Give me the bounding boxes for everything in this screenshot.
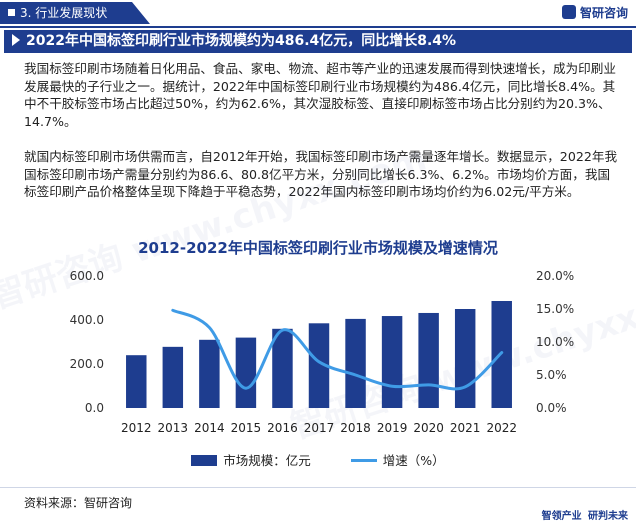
bar	[199, 339, 220, 408]
chart-title: 2012-2022年中国标签印刷行业市场规模及增速情况	[138, 239, 498, 257]
y-left-tick-label: 0.0	[85, 401, 104, 415]
section-label: 3. 行业发展现状	[20, 6, 108, 20]
y-right-tick-label: 10.0%	[536, 335, 574, 349]
square-icon	[8, 9, 15, 16]
legend-bar-swatch	[191, 455, 218, 466]
brand-logo: 智研咨询	[561, 4, 628, 21]
bar	[345, 318, 366, 408]
headline-bar: 2022年中国标签印刷行业市场规模约为486.4亿元，同比增长8.4%	[4, 30, 632, 53]
y-right-tick-label: 20.0%	[536, 269, 574, 283]
footer-left: 智领产业	[541, 511, 582, 522]
x-tick-label: 2013	[158, 421, 189, 435]
y-left-tick-label: 600.0	[70, 269, 104, 283]
arrow-icon	[12, 34, 20, 46]
bar	[454, 309, 476, 408]
headline: 2022年中国标签印刷行业市场规模约为486.4亿元，同比增长8.4%	[26, 33, 457, 49]
x-tick-label: 2019	[377, 421, 408, 435]
bar	[308, 323, 330, 408]
top-bar: 3. 行业发展现状 智研咨询	[0, 0, 636, 28]
bar	[381, 316, 403, 408]
x-tick-label: 2018	[340, 421, 371, 435]
bar	[418, 312, 439, 408]
y-right-tick-label: 0.0%	[536, 401, 567, 415]
legend-line-swatch	[350, 459, 377, 462]
logo-text: 智研咨询	[579, 6, 628, 20]
x-tick-label: 2016	[267, 421, 298, 435]
x-tick-label: 2020	[413, 421, 444, 435]
growth-line	[171, 308, 504, 391]
logo-icon	[561, 5, 576, 19]
bar	[162, 346, 184, 408]
legend-item-bar: 市场规模：亿元	[191, 450, 311, 469]
paragraph-2: 就国内标签印刷市场供需而言，自2012年开始，我国标签印刷市场产需量逐年增长。数…	[24, 149, 618, 199]
legend-item-line: 增速（%）	[350, 450, 445, 469]
x-tick-label: 2012	[121, 421, 152, 435]
y-left-tick-label: 400.0	[70, 313, 104, 327]
section-tab: 3. 行业发展现状	[0, 2, 150, 24]
legend-bar-label: 市场规模：亿元	[223, 453, 311, 468]
x-tick-label: 2022	[486, 421, 517, 435]
x-tick-label: 2017	[304, 421, 335, 435]
x-tick-label: 2021	[450, 421, 481, 435]
source-note: 资料来源：智研咨询	[24, 496, 133, 510]
footer-slogan: 智领产业 研判未来	[542, 507, 628, 522]
legend-line-label: 增速（%）	[382, 453, 445, 468]
combo-chart: 0.0 200.0 400.0 600.0 0.0% 5.0% 10.0% 15.0% 20.0…	[70, 269, 574, 435]
bar	[272, 328, 293, 408]
y-left-tick-label: 200.0	[70, 357, 104, 371]
x-tick-label: 2015	[231, 421, 262, 435]
y-right-tick-label: 15.0%	[536, 302, 574, 316]
footer-right: 研判未来	[588, 511, 628, 522]
x-tick-label: 2014	[194, 421, 225, 435]
paragraph-1: 我国标签印刷市场随着日化用品、食品、家电、物流、超市等产业的迅速发展而得到快速增…	[24, 61, 616, 129]
y-right-tick-label: 5.0%	[536, 368, 567, 382]
bar	[126, 355, 147, 408]
divider	[0, 487, 636, 488]
chart-legend: 市场规模：亿元 增速（%）	[0, 450, 636, 469]
bar	[235, 337, 257, 408]
